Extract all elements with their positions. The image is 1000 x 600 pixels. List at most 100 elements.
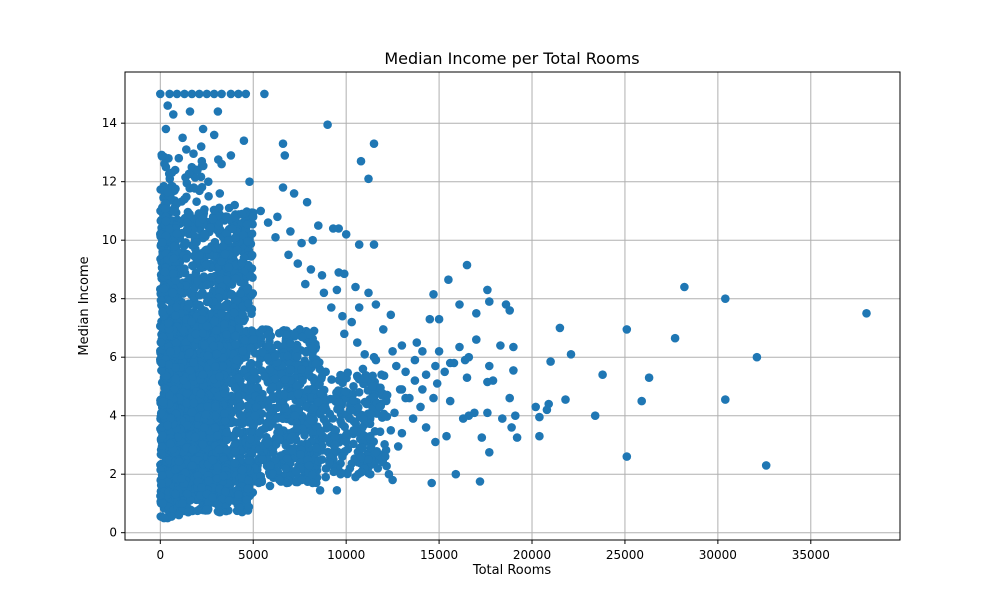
data-point [386,310,396,320]
data-point [169,110,178,119]
data-point [356,156,366,166]
data-point [351,282,360,292]
data-point [345,414,355,423]
data-point [232,355,241,365]
data-point [308,478,318,488]
data-point [496,341,505,350]
data-point [192,237,201,247]
data-point [297,365,306,374]
y-tick-label: 14 [102,116,117,130]
data-point [505,306,514,315]
data-point [174,510,184,520]
data-point [189,251,199,261]
data-point [322,418,331,428]
data-point [172,302,181,312]
data-point [193,165,202,175]
data-point [329,467,339,477]
data-point [197,315,207,324]
data-point [351,472,360,482]
chart-title: Median Income per Total Rooms [384,49,639,68]
data-point [204,296,213,306]
data-point [178,499,187,508]
data-point [212,349,222,359]
data-point [281,330,291,339]
data-point [174,153,184,163]
data-point [341,387,350,396]
data-point [173,432,183,442]
data-point [353,338,362,347]
data-point [265,481,275,491]
data-point [434,314,444,324]
data-point [182,421,192,430]
data-point [303,385,313,394]
data-point [366,431,375,441]
data-point [184,169,194,179]
data-point [197,483,206,492]
data-point [198,214,207,224]
data-point [194,413,203,422]
data-point [306,415,316,425]
data-point [217,309,226,318]
data-point [306,265,316,274]
data-point [286,339,295,348]
data-point [360,374,369,383]
data-point [231,331,240,341]
data-point [249,328,258,337]
data-point [213,462,222,472]
data-point [224,263,234,272]
data-point [323,120,332,129]
data-point [287,432,297,441]
data-point [336,469,345,479]
data-point [183,507,193,517]
data-point [312,443,321,453]
data-point [220,389,229,398]
data-point [421,423,431,432]
data-point [271,233,280,242]
data-point [244,299,253,308]
data-point [189,398,198,408]
data-point [203,245,212,254]
data-point [230,233,240,243]
data-point [208,455,217,465]
data-point [213,500,223,510]
data-point [395,385,405,394]
data-point [202,505,212,514]
data-point [598,370,607,380]
data-point [275,475,284,485]
data-point [186,496,195,505]
data-point [164,469,174,479]
data-point [286,365,295,375]
data-point [166,413,176,423]
data-point [290,330,299,340]
data-point [210,316,219,326]
data-point [358,364,368,374]
data-point [670,333,680,343]
data-point [206,432,215,442]
data-point [242,495,251,505]
data-point [169,254,179,263]
data-point [470,408,479,418]
data-point [234,89,243,99]
data-point [228,224,237,234]
data-point [369,139,379,148]
data-point [289,189,299,198]
data-point [256,206,266,216]
data-point [198,439,208,449]
data-point [198,370,208,380]
data-point [157,152,167,161]
data-point [364,288,373,298]
data-point [249,335,258,344]
data-point [231,447,240,456]
data-point [509,342,518,352]
data-point [187,407,197,417]
data-point [445,396,455,406]
data-point [362,399,371,409]
data-point [397,341,407,350]
data-point [168,288,178,298]
data-point [185,366,195,375]
data-point [211,423,220,433]
y-tick-label: 2 [109,467,117,481]
data-point [236,289,245,298]
data-point [192,197,201,206]
data-point [156,89,165,99]
